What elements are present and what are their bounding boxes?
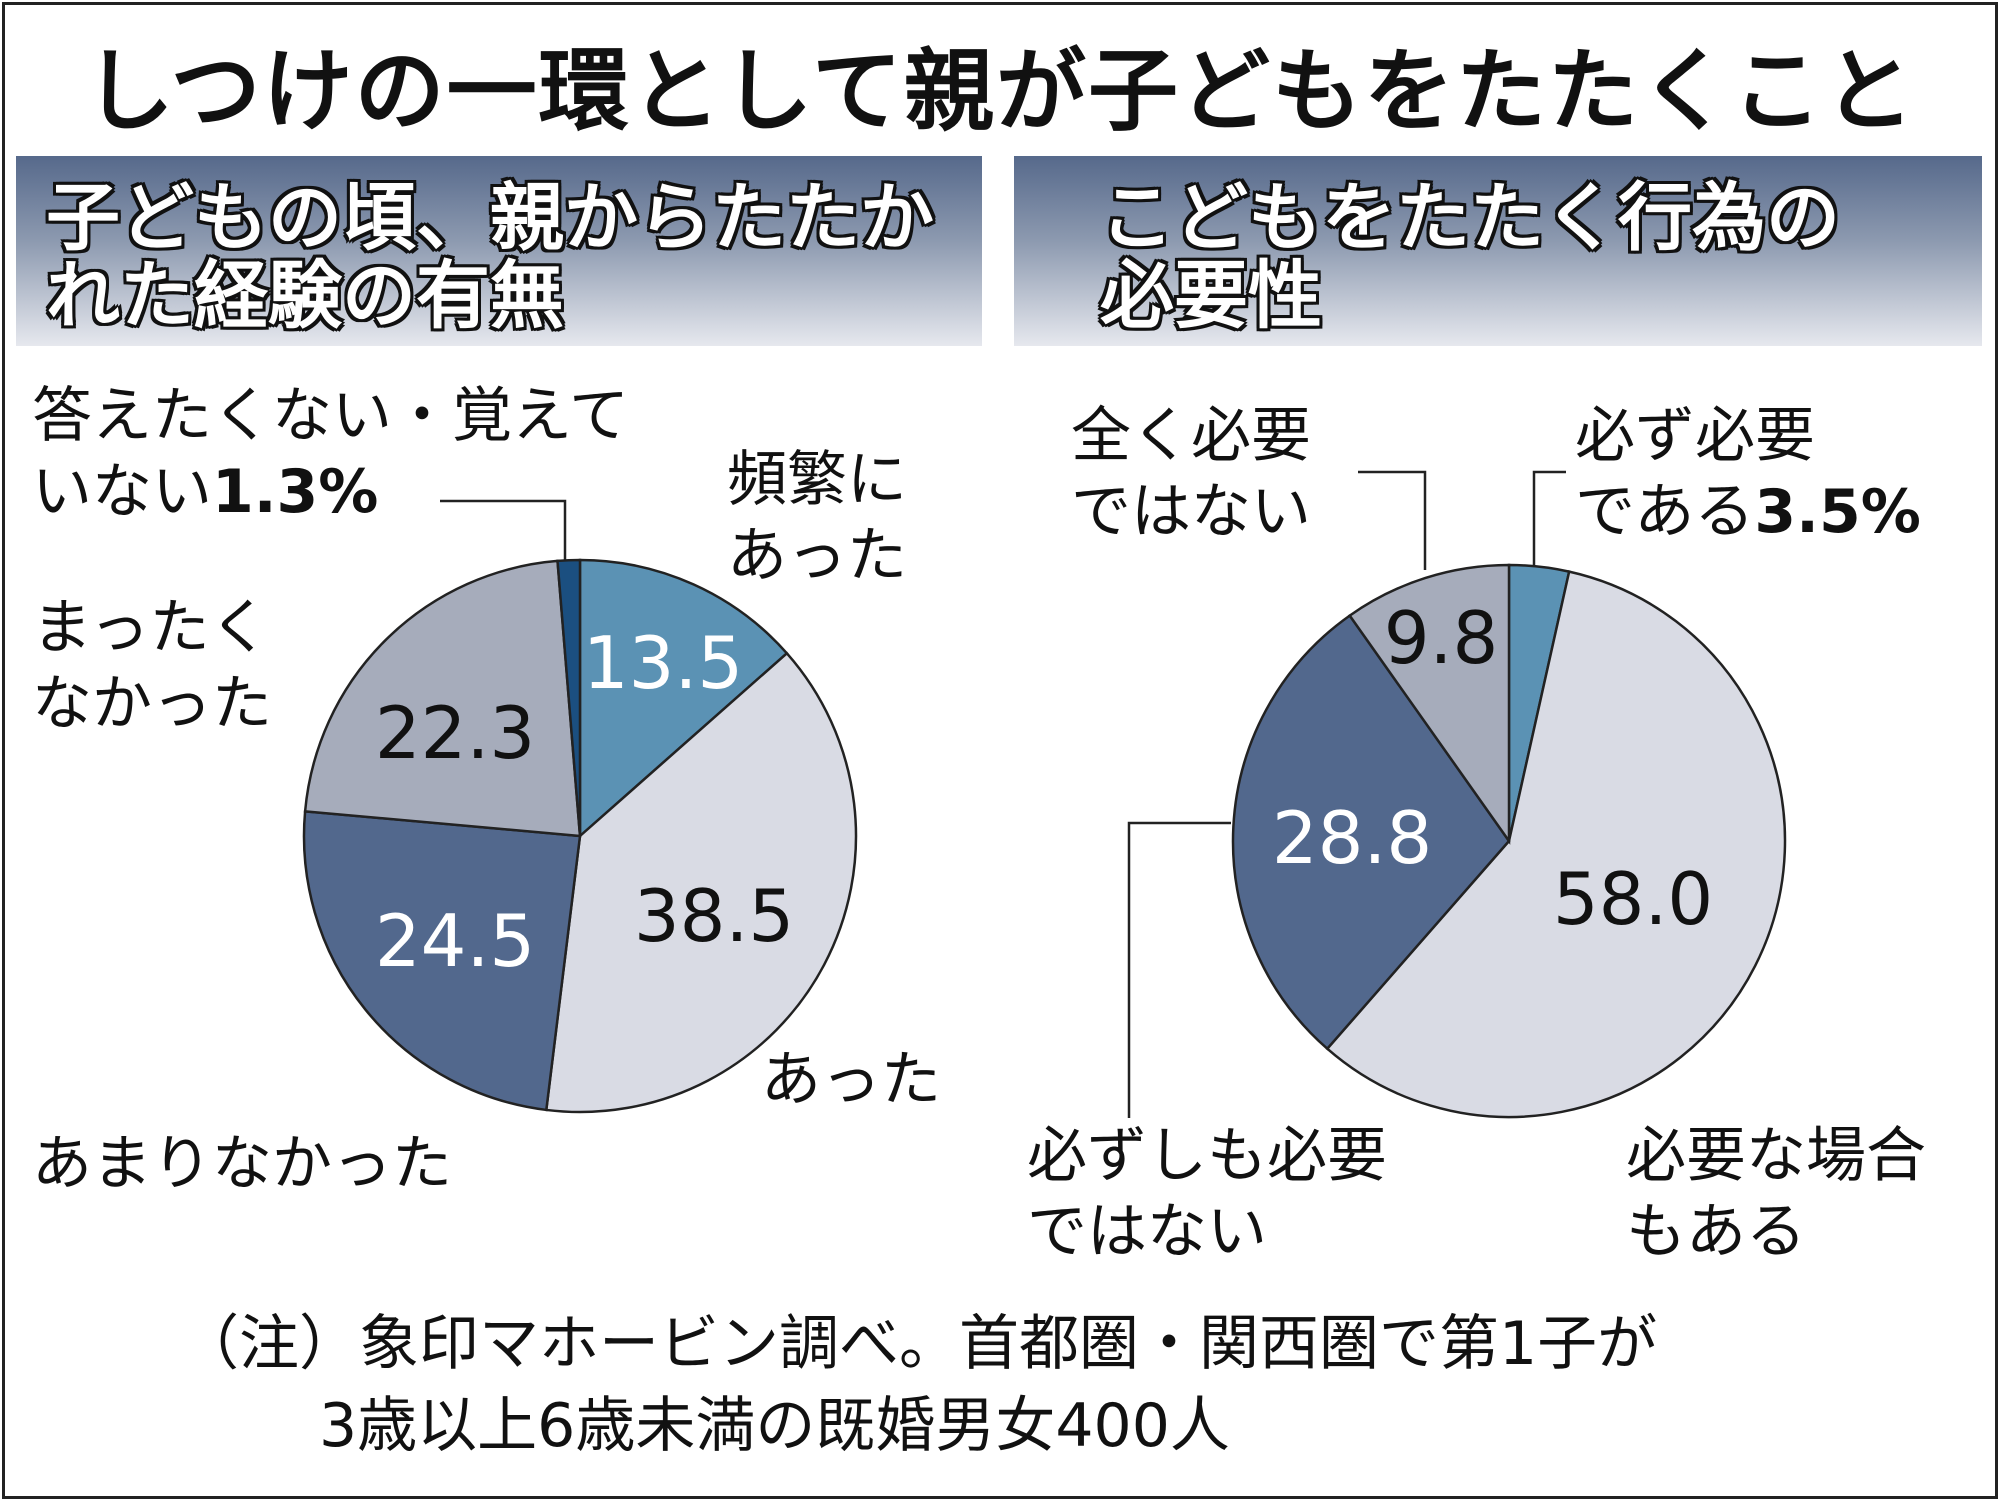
pie-slice-1-3 xyxy=(1347,563,1511,845)
right-chart-title-line2: 必要性 xyxy=(1100,253,1322,339)
label-never-line2: なかった xyxy=(32,669,272,739)
pie-slice-0-4 xyxy=(556,558,582,837)
leader-line-always-needed xyxy=(1532,470,1566,566)
value-yes: 38.5 xyxy=(633,874,795,958)
leader-line-not-necessarily xyxy=(1127,821,1231,1118)
right-pie xyxy=(1231,563,1787,1119)
value-no-answer: 1.3% xyxy=(212,457,379,527)
label-sometimes: 必要な場合 もある xyxy=(1626,1118,1926,1270)
pie-slice-0-0 xyxy=(578,558,789,839)
value-always-needed: 3.5% xyxy=(1754,477,1921,547)
value-sometimes: 58.0 xyxy=(1552,857,1714,941)
label-not-necessarily-line2: ではない xyxy=(1027,1197,1267,1267)
value-frequent: 13.5 xyxy=(582,621,744,705)
label-not-needed-line2: ではない xyxy=(1071,477,1311,547)
label-sometimes-line2: もある xyxy=(1626,1197,1806,1267)
label-never: まったく なかった xyxy=(32,590,272,742)
leader-line-not-needed xyxy=(1358,470,1427,570)
label-rarely: あまりなかった xyxy=(32,1129,452,1199)
note-line2: 3歳以上6歳未満の既婚男女400人 xyxy=(319,1391,1230,1461)
pie-slice-0-1 xyxy=(544,651,858,1114)
value-rarely: 24.5 xyxy=(374,899,536,983)
left-pie xyxy=(302,558,858,1114)
label-never-line1: まったく xyxy=(32,593,270,663)
label-frequent-line2: あった xyxy=(727,521,907,591)
right-chart-title-line1: こどもをたたく行為の xyxy=(1100,175,1840,261)
label-no-answer: 答えたくない・覚えて いない1.3% xyxy=(32,378,629,530)
label-always-needed: 必ず必要 である3.5% xyxy=(1575,398,1921,550)
label-yes: あった xyxy=(761,1045,941,1115)
label-not-needed: 全く必要 ではない xyxy=(1071,398,1311,550)
label-always-needed-line1: 必ず必要 xyxy=(1575,401,1815,471)
pie-slice-0-3 xyxy=(303,559,582,838)
label-no-answer-line1: 答えたくない・覚えて xyxy=(32,381,629,451)
value-not-necessarily: 28.8 xyxy=(1271,796,1433,880)
right-chart-header: こどもをたたく行為の 必要性 xyxy=(1014,156,1982,346)
label-not-needed-line1: 全く必要 xyxy=(1071,401,1311,471)
left-chart-header: 子どもの頃、親からたたか れた経験の有無 xyxy=(16,156,982,346)
label-frequent-line1: 頻繁に xyxy=(727,445,907,515)
chart-title: しつけの一環として親が子どもをたたくこと xyxy=(84,39,1916,144)
label-not-necessarily-line1: 必ずしも必要 xyxy=(1027,1121,1387,1191)
pie-slice-0-2 xyxy=(302,809,582,1112)
value-never: 22.3 xyxy=(374,691,536,775)
label-sometimes-line1: 必要な場合 xyxy=(1626,1121,1926,1191)
label-not-necessarily: 必ずしも必要 ではない xyxy=(1027,1118,1387,1270)
label-always-needed-line2: である xyxy=(1575,477,1755,547)
label-no-answer-line2: いない xyxy=(32,457,212,527)
value-not-needed: 9.8 xyxy=(1383,596,1499,680)
note-line1: （注）象印マホービン調べ。首都圏・関西圏で第1子が xyxy=(179,1309,1658,1379)
label-frequent: 頻繁に あった xyxy=(727,442,907,594)
left-chart-title-line2: れた経験の有無 xyxy=(46,253,564,339)
left-chart-title-line1: 子どもの頃、親からたたか xyxy=(46,175,934,261)
pie-slice-1-1 xyxy=(1325,570,1787,1119)
leader-line-no-answer xyxy=(440,499,567,561)
leader-lines xyxy=(440,470,1566,1118)
pie-slice-1-2 xyxy=(1231,613,1511,1051)
